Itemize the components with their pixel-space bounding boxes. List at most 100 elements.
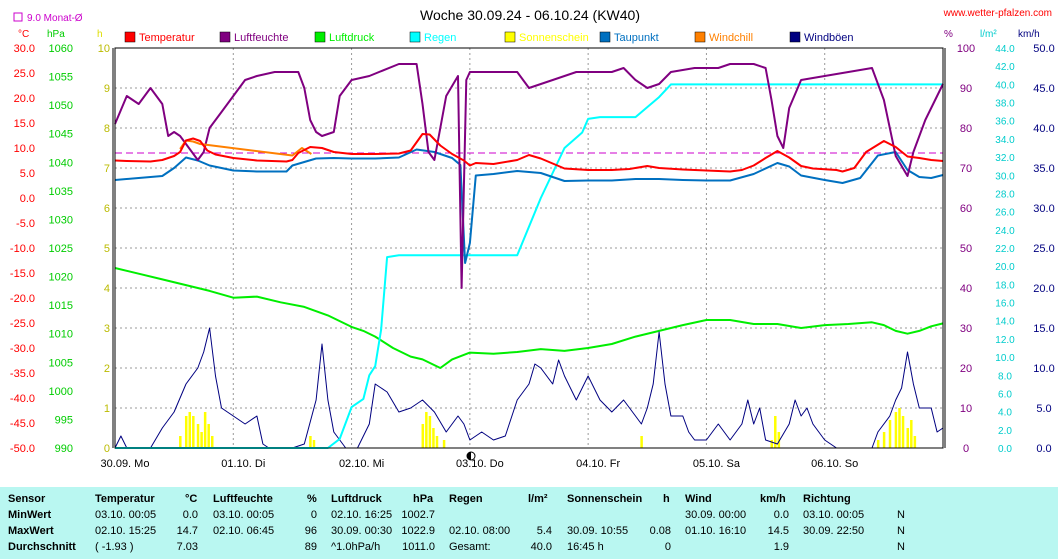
rain-tick-label: 16.0 xyxy=(995,299,1015,310)
col-rain-header: Regen xyxy=(449,493,483,505)
sunshine-bar xyxy=(770,440,773,448)
pressure-tick-label: 1020 xyxy=(49,272,73,284)
sunshine-total: 16:45 h xyxy=(567,541,604,553)
chart-title: Woche 30.09.24 - 06.10.24 (KW40) xyxy=(420,7,640,23)
pressure-tick-label: 1050 xyxy=(49,100,73,112)
rain-tick-label: 18.0 xyxy=(995,280,1015,291)
legend-label: Regen xyxy=(424,32,456,44)
sunshine-bar xyxy=(435,436,439,448)
x-tick-label: 04.10. Fr xyxy=(576,458,620,470)
rain-tick-label: 8.0 xyxy=(998,371,1012,382)
sunshine-bar xyxy=(428,416,432,448)
pressure-tick-label: 1040 xyxy=(49,157,73,169)
humidity-tick-label: 30 xyxy=(960,323,972,335)
col-humidity-header: Luftfeuchte xyxy=(213,493,273,505)
temperature-tick-label: -40.0 xyxy=(10,393,35,405)
sunshine-bar xyxy=(898,408,901,448)
col-temp-unit: °C xyxy=(185,493,198,505)
legend-label: Sonnenschein xyxy=(519,32,589,44)
humidity-tick-label: 70 xyxy=(960,163,972,175)
rain-tick-label: 2.0 xyxy=(998,426,1012,437)
rain-tick-label: 14.0 xyxy=(995,317,1015,328)
temp-avg-note: ( -1.93 ) xyxy=(95,541,134,553)
sunshine-bar xyxy=(210,436,214,448)
x-tick-label: 05.10. Sa xyxy=(693,458,741,470)
rain-tick-label: 36.0 xyxy=(995,117,1015,128)
humidity-tick-label: 80 xyxy=(960,123,972,135)
rain-tick-label: 22.0 xyxy=(995,244,1015,255)
temperature-tick-label: 25.0 xyxy=(14,68,35,80)
rain-tick-label: 0.0 xyxy=(998,444,1012,455)
sunshine-tick-label: 3 xyxy=(104,323,110,335)
temp-min: 0.0 xyxy=(182,509,198,521)
pressure-tick-label: 1005 xyxy=(49,357,73,369)
sunshine-avg: 0 xyxy=(664,541,671,553)
sunshine-tick-label: 10 xyxy=(98,43,110,55)
col-direction-header: Richtung xyxy=(803,493,851,505)
x-tick-label: 01.10. Di xyxy=(221,458,265,470)
humidity-tick-label: 50 xyxy=(960,243,972,255)
sunshine-tick-label: 7 xyxy=(104,163,110,175)
series-line-luftfeuchte xyxy=(114,63,944,289)
rain-tick-label: 40.0 xyxy=(995,80,1015,91)
pressure-tick-label: 1055 xyxy=(49,72,73,84)
sunshine-tick-label: 2 xyxy=(104,363,110,375)
wind-tick-label: 10.0 xyxy=(1033,363,1054,375)
rain-tick-label: 4.0 xyxy=(998,408,1012,419)
rain-tick-label: 30.0 xyxy=(995,171,1015,182)
temperature-tick-label: -20.0 xyxy=(10,293,35,305)
humidity-tick-label: 40 xyxy=(960,283,972,295)
humidity-tick-label: 90 xyxy=(960,83,972,95)
temperature-tick-label: -25.0 xyxy=(10,318,35,330)
stats-panel: Sensor MinWert MaxWert Durchschnitt Temp… xyxy=(0,487,1058,559)
temperature-tick-label: -50.0 xyxy=(10,443,35,455)
rain-tick-label: 24.0 xyxy=(995,226,1015,237)
row-label-min: MinWert xyxy=(8,509,52,521)
temp-min-time: 03.10. 00:05 xyxy=(95,509,157,521)
temperature-tick-label: 10.0 xyxy=(14,143,35,155)
sunshine-bar xyxy=(901,416,905,448)
pressure-tick-label: 1035 xyxy=(49,186,73,198)
rain-tick-label: 26.0 xyxy=(995,208,1015,219)
x-tick-label: 02.10. Mi xyxy=(339,458,384,470)
humidity-tick-label: 100 xyxy=(957,43,975,55)
sunshine-tick-label: 8 xyxy=(104,123,110,135)
direction-min: N xyxy=(897,509,905,521)
temperature-tick-label: -15.0 xyxy=(10,268,35,280)
pressure-max-time: 30.09. 00:30 xyxy=(331,525,393,537)
sunshine-bar xyxy=(774,416,777,448)
pressure-tick-label: 1010 xyxy=(49,329,73,341)
monthly-avg-label: 9.0 Monat-Ø xyxy=(27,13,83,24)
legend-swatch xyxy=(599,31,611,43)
monthly-avg-legend-box xyxy=(13,12,23,22)
temp-avg: 7.03 xyxy=(176,541,198,553)
col-pressure-unit: hPa xyxy=(413,493,434,505)
col-humidity-unit: % xyxy=(307,493,317,505)
rain-tick-label: 6.0 xyxy=(998,389,1012,400)
rain-tick-label: 44.0 xyxy=(995,44,1015,55)
site-url[interactable]: www.wetter-pfalzen.com xyxy=(943,8,1052,19)
rain-total-label: Gesamt: xyxy=(449,541,491,553)
col-temp-header: Temperatur xyxy=(95,493,155,505)
chart-legend: Temperatur Luftfeuchte Luftdruck Regen Sonne… xyxy=(124,31,854,44)
sunshine-bar xyxy=(913,436,917,448)
rain-tick-label: 34.0 xyxy=(995,135,1015,146)
series-line-windböen xyxy=(114,327,944,449)
series-lines xyxy=(114,63,944,449)
wind-tick-label: 5.0 xyxy=(1036,403,1051,415)
sunshine-bar xyxy=(640,436,643,448)
temperature-tick-label: -30.0 xyxy=(10,343,35,355)
legend-swatch xyxy=(314,31,326,43)
wind-avg: 1.9 xyxy=(773,541,789,553)
temperature-tick-label: 5.0 xyxy=(20,168,35,180)
rain-max-time: 02.10. 08:00 xyxy=(449,525,511,537)
legend-label: Luftfeuchte xyxy=(234,32,288,44)
humidity-min-time: 03.10. 00:05 xyxy=(213,509,275,521)
sunshine-bar xyxy=(192,416,195,448)
humidity-avg: 89 xyxy=(304,541,317,553)
wind-tick-label: 15.0 xyxy=(1033,323,1054,335)
sunshine-tick-label: 9 xyxy=(104,83,110,95)
humidity-tick-label: 20 xyxy=(960,363,972,375)
sunshine-bars xyxy=(179,408,917,448)
rain-tick-label: 12.0 xyxy=(995,335,1015,346)
